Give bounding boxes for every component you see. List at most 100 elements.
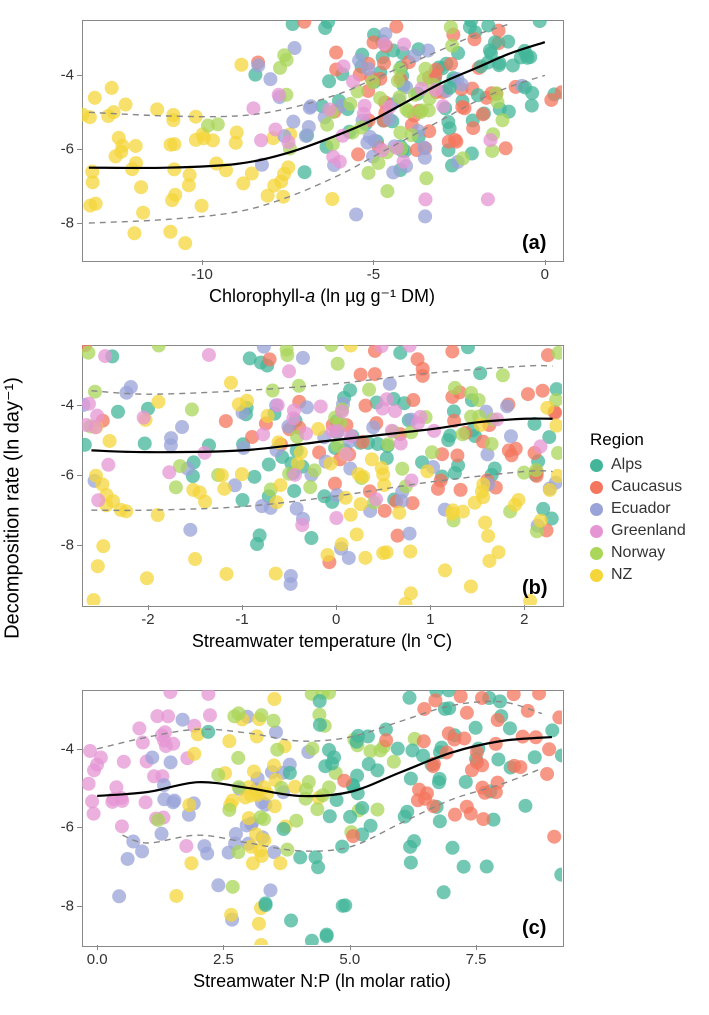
data-point — [448, 808, 462, 822]
y-tick-label: -8 — [44, 897, 74, 914]
data-point — [268, 799, 282, 813]
data-point — [252, 917, 266, 931]
data-point — [261, 409, 275, 423]
data-point — [381, 437, 395, 451]
data-point — [491, 713, 505, 727]
legend-label: Ecuador — [611, 500, 671, 518]
data-point — [403, 339, 417, 353]
data-point — [309, 850, 323, 864]
data-point — [289, 814, 303, 828]
data-point — [136, 206, 150, 220]
data-point — [361, 62, 375, 76]
data-point — [476, 812, 490, 826]
data-point — [209, 156, 223, 170]
data-point — [366, 75, 380, 89]
data-point — [274, 478, 288, 492]
data-point — [81, 346, 95, 360]
data-point — [443, 429, 457, 443]
data-point — [183, 523, 197, 537]
legend-swatch-icon — [590, 547, 603, 560]
data-point — [229, 136, 243, 150]
data-point — [150, 102, 164, 116]
data-point — [536, 384, 550, 398]
data-point — [201, 687, 215, 701]
data-point — [417, 141, 431, 155]
data-point — [395, 462, 409, 476]
data-point — [521, 387, 535, 401]
data-point — [311, 422, 325, 436]
data-point — [184, 856, 198, 870]
data-point — [129, 139, 143, 153]
panel-a-letter: (a) — [522, 232, 546, 255]
data-point — [533, 14, 547, 28]
data-point — [298, 165, 312, 179]
data-point — [176, 713, 190, 727]
data-point — [438, 563, 452, 577]
data-point — [418, 792, 432, 806]
data-point — [481, 18, 495, 32]
x-tick-mark — [524, 605, 525, 610]
data-point — [281, 160, 295, 174]
data-point — [166, 795, 180, 809]
data-point — [355, 801, 369, 815]
data-point — [454, 689, 468, 703]
panel-b-xlabel: Streamwater temperature (ln °C) — [82, 631, 562, 652]
data-point — [552, 710, 566, 724]
data-point — [111, 405, 125, 419]
data-point — [555, 748, 569, 762]
data-point — [337, 774, 351, 788]
data-point — [525, 86, 539, 100]
y-tick-mark — [77, 545, 82, 546]
data-point — [262, 458, 276, 472]
data-point — [540, 401, 554, 415]
data-point — [272, 88, 286, 102]
data-point — [485, 437, 499, 451]
data-point — [268, 122, 282, 136]
data-point — [404, 856, 418, 870]
legend-label: Norway — [611, 544, 665, 562]
data-point — [178, 236, 192, 250]
data-point — [286, 17, 300, 31]
data-point — [448, 133, 462, 147]
data-point — [370, 803, 384, 817]
data-point — [344, 508, 358, 522]
data-point — [106, 494, 120, 508]
data-point — [164, 431, 178, 445]
data-point — [243, 351, 257, 365]
data-point — [313, 694, 327, 708]
data-point — [322, 103, 336, 117]
data-point — [420, 464, 434, 478]
data-point — [336, 899, 350, 913]
data-point — [222, 734, 236, 748]
x-tick-mark — [97, 945, 98, 950]
data-point — [115, 819, 129, 833]
data-point — [459, 775, 473, 789]
data-point — [211, 878, 225, 892]
data-point — [377, 37, 391, 51]
panel-c-letter: (c) — [522, 917, 546, 940]
data-point — [463, 20, 477, 34]
data-point — [254, 133, 268, 147]
data-point — [182, 178, 196, 192]
data-point — [329, 46, 343, 60]
data-point — [304, 531, 318, 545]
data-point — [518, 799, 532, 813]
data-point — [326, 150, 340, 164]
y-tick-mark — [77, 149, 82, 150]
data-point — [219, 414, 233, 428]
y-tick-label: -6 — [44, 141, 74, 158]
data-point — [323, 457, 337, 471]
data-point — [203, 708, 217, 722]
data-point — [375, 339, 389, 353]
data-point — [474, 418, 488, 432]
data-point — [303, 480, 317, 494]
data-point — [418, 62, 432, 76]
data-point — [325, 192, 339, 206]
data-point — [473, 366, 487, 380]
data-point — [359, 399, 373, 413]
legend-swatch-icon — [590, 459, 603, 472]
y-tick-label: -6 — [44, 819, 74, 836]
data-point — [91, 559, 105, 573]
data-point — [499, 141, 513, 155]
data-point — [478, 516, 492, 530]
